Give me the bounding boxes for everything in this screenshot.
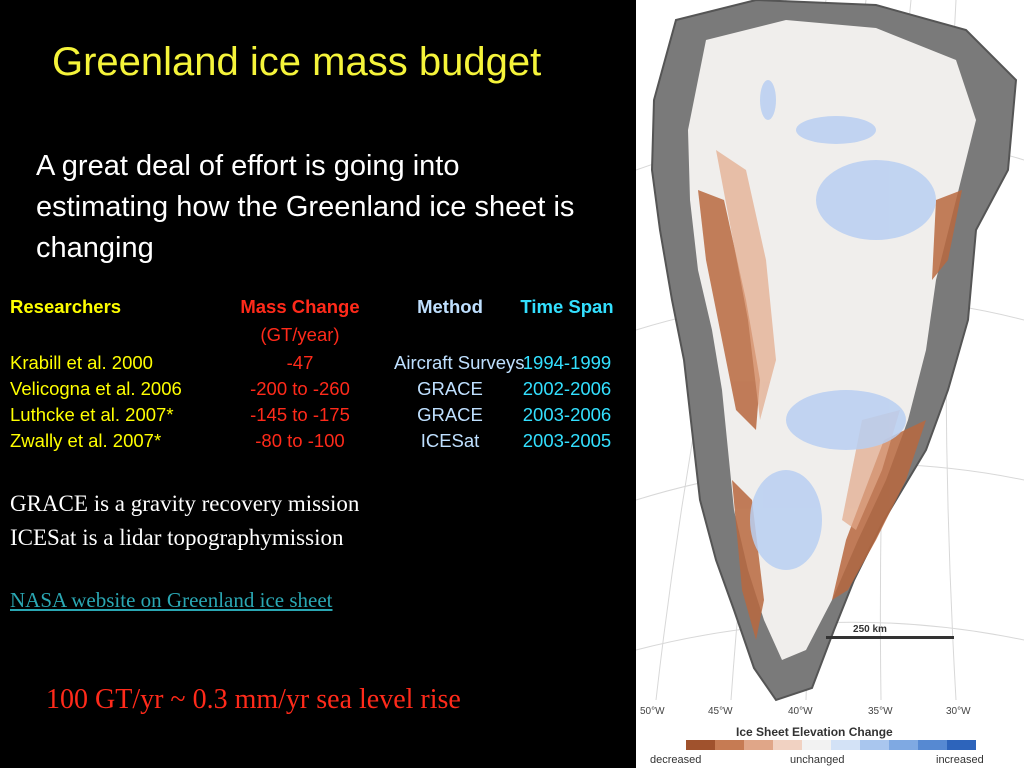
row-time-span: 1994-1999 bbox=[522, 352, 612, 373]
legend-label-decreased: decreased bbox=[650, 754, 701, 766]
greenland-elevation-change-map: 250 km 50°W 45°W 40°W 35°W 30°W Ice Shee… bbox=[636, 0, 1024, 768]
header-method: Method bbox=[417, 296, 483, 317]
header-mass-change-unit: (GT/year) bbox=[260, 324, 340, 345]
grace-note: GRACE is a gravity recovery mission bbox=[10, 491, 360, 516]
longitude-label: 50°W bbox=[640, 706, 665, 717]
header-time-span: Time Span bbox=[520, 296, 614, 317]
row-method: GRACE bbox=[417, 378, 483, 399]
legend-label-unchanged: unchanged bbox=[790, 754, 844, 766]
row-researchers: Luthcke et al. 2007* bbox=[10, 404, 174, 425]
legend-swatch bbox=[802, 740, 831, 750]
row-mass-change: -47 bbox=[286, 352, 314, 373]
thickening-zones bbox=[750, 80, 936, 570]
thinning-zones bbox=[698, 190, 962, 640]
scale-label: 250 km bbox=[853, 624, 887, 635]
row-researchers: Krabill et al. 2000 bbox=[10, 352, 153, 373]
row-researchers: Velicogna et al. 2006 bbox=[10, 378, 182, 399]
row-time-span: 2003-2005 bbox=[522, 430, 612, 451]
table-unit-row: (GT/year) bbox=[10, 324, 640, 350]
legend-color-scale bbox=[686, 740, 976, 750]
nasa-website-link[interactable]: NASA website on Greenland ice sheet bbox=[10, 588, 333, 612]
header-researchers: Researchers bbox=[10, 296, 122, 317]
table-header-row: Researchers Mass Change Method Time Span bbox=[10, 296, 640, 322]
scale-bar bbox=[826, 636, 954, 639]
sea-level-conversion-note: 100 GT/yr ~ 0.3 mm/yr sea level rise bbox=[46, 684, 461, 715]
legend-swatch bbox=[686, 740, 715, 750]
row-mass-change: -80 to -100 bbox=[255, 430, 345, 451]
longitude-label: 40°W bbox=[788, 706, 813, 717]
map-svg: 250 km 50°W 45°W 40°W 35°W 30°W Ice Shee… bbox=[636, 0, 1024, 768]
row-time-span: 2002-2006 bbox=[522, 378, 612, 399]
row-time-span: 2003-2006 bbox=[522, 404, 612, 425]
legend-swatch bbox=[918, 740, 947, 750]
legend-swatch bbox=[744, 740, 773, 750]
legend-labels: decreased unchanged increased bbox=[650, 754, 984, 766]
legend-label-increased: increased bbox=[936, 754, 984, 766]
table-row: Velicogna et al. 2006 -200 to -260 GRACE… bbox=[10, 378, 640, 404]
intro-text: A great deal of effort is going into est… bbox=[36, 150, 575, 264]
table-row: Luthcke et al. 2007* -145 to -175 GRACE … bbox=[10, 404, 640, 430]
legend-swatch bbox=[889, 740, 918, 750]
header-mass-change: Mass Change bbox=[240, 296, 360, 317]
row-mass-change: -200 to -260 bbox=[250, 378, 350, 399]
row-mass-change: -145 to -175 bbox=[250, 404, 350, 425]
legend-swatch bbox=[773, 740, 802, 750]
row-method: Aircraft Surveys bbox=[394, 352, 525, 373]
row-researchers: Zwally et al. 2007* bbox=[10, 430, 162, 451]
row-method: ICESat bbox=[420, 430, 480, 451]
legend-title: Ice Sheet Elevation Change bbox=[736, 725, 893, 739]
legend-swatch bbox=[831, 740, 860, 750]
table-row: Zwally et al. 2007* -80 to -100 ICESat 2… bbox=[10, 430, 640, 456]
slide-title: Greenland ice mass budget bbox=[52, 40, 542, 84]
legend-swatch bbox=[715, 740, 744, 750]
legend-swatch bbox=[947, 740, 976, 750]
longitude-labels: 50°W 45°W 40°W 35°W 30°W bbox=[640, 706, 971, 717]
longitude-label: 35°W bbox=[868, 706, 893, 717]
table-row: Krabill et al. 2000 -47 Aircraft Surveys… bbox=[10, 352, 640, 378]
legend-swatch bbox=[860, 740, 889, 750]
longitude-label: 45°W bbox=[708, 706, 733, 717]
icesat-note: ICESat is a lidar topographymission bbox=[10, 525, 344, 550]
longitude-label: 30°W bbox=[946, 706, 971, 717]
row-method: GRACE bbox=[417, 404, 483, 425]
